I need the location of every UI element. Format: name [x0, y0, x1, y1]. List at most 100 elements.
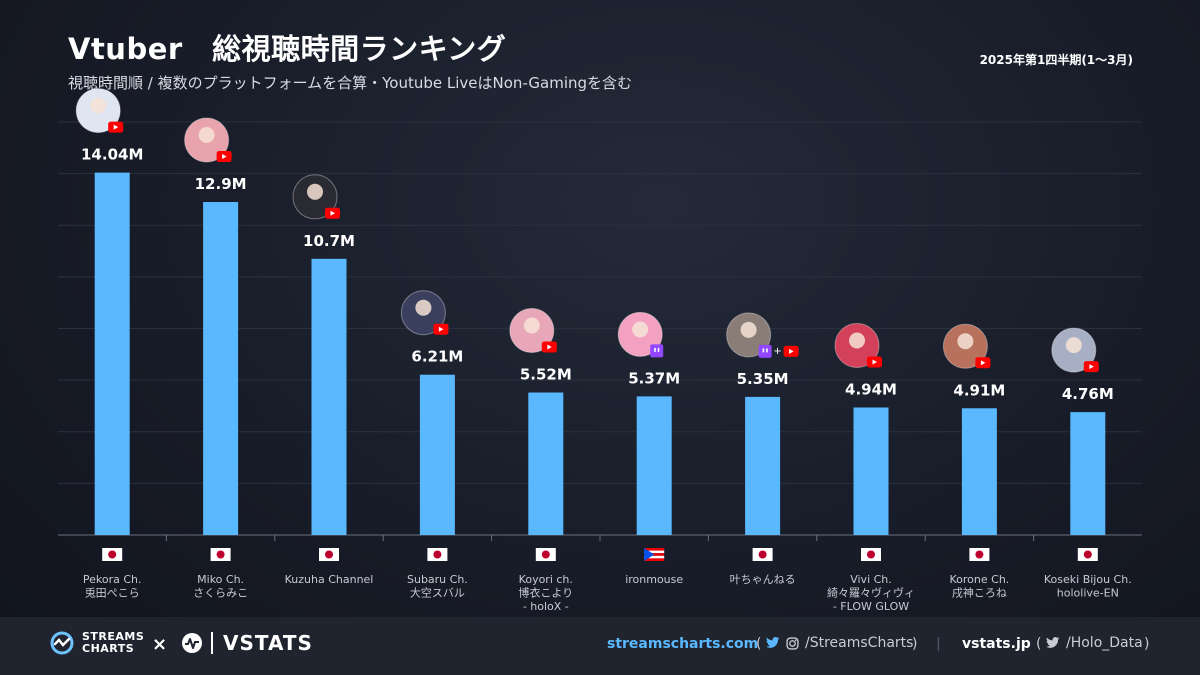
vstats-link[interactable]: vstats.jp	[962, 636, 1031, 652]
vstats-logo-text: VSTATS	[223, 631, 313, 655]
category-label: 博衣こより	[518, 586, 573, 600]
twitch-mark	[762, 348, 765, 353]
category-label: 大空スバル	[410, 586, 465, 600]
category-label: さくらみこ	[193, 587, 248, 600]
bar	[961, 408, 997, 535]
streamscharts-handle: /StreamsCharts	[805, 635, 914, 651]
avatar	[292, 174, 338, 220]
paren-close-1: )	[912, 636, 918, 652]
category-label: Subaru Ch.	[407, 573, 468, 586]
period-label: 2025年第1四半期(1～3月)	[979, 53, 1133, 67]
category-label: Koseki Bijou Ch.	[1044, 573, 1132, 586]
flag-disc	[1083, 550, 1092, 559]
vstats-social[interactable]: /Holo_Data	[1046, 635, 1143, 651]
avatar	[509, 308, 555, 354]
avatar-face	[957, 333, 974, 350]
twitter-icon	[1046, 637, 1060, 648]
data-label: 4.91M	[953, 381, 1005, 399]
puerto-rico-flag-icon	[644, 548, 665, 561]
youtube-play	[113, 124, 119, 130]
flag-disc	[108, 550, 117, 559]
bar-chart: 14.04M Pekora Ch.兎田ぺこら 12.9M Miko Ch.さくらみこ 1…	[58, 88, 1142, 613]
data-label: 5.37M	[628, 369, 680, 387]
twitch-icon	[650, 344, 664, 358]
avatar	[942, 323, 988, 369]
category-label: Korone Ch.	[950, 573, 1010, 586]
category-label: hololive-EN	[1057, 587, 1119, 600]
category-label: Pekora Ch.	[83, 573, 142, 586]
category-label: - FLOW GLOW	[833, 600, 909, 613]
category-label: Kuzuha Channel	[285, 573, 374, 586]
youtube-play	[438, 326, 444, 332]
youtube-play	[222, 154, 227, 160]
streamscharts-social[interactable]: /StreamsCharts	[766, 635, 913, 651]
flag-disc	[433, 550, 442, 559]
category-label: 綺々羅々ヴィヴィ	[827, 586, 915, 600]
twitch-icon	[758, 344, 772, 358]
avatar-face	[198, 127, 215, 144]
bar	[745, 396, 781, 535]
times-sign: ×	[152, 634, 168, 655]
bar	[203, 202, 239, 536]
category-label: Miko Ch.	[197, 573, 244, 586]
youtube-play	[789, 348, 794, 354]
data-label: 10.7M	[303, 232, 355, 250]
flag-disc	[216, 550, 225, 559]
flag-disc	[867, 550, 875, 559]
footer: STREAMS CHARTS × VSTATS streamscharts.co…	[0, 617, 1200, 675]
category-label: ironmouse	[625, 573, 683, 586]
flag-disc	[758, 550, 767, 559]
category-label: 戌神ころね	[952, 586, 1007, 600]
vstats-handle: /Holo_Data	[1066, 635, 1143, 651]
category-label: Koyori ch.	[519, 573, 573, 586]
flag-stripe	[644, 550, 665, 554]
vstats-icon	[182, 633, 202, 653]
page-title: Vtuber 総視聴時間ランキング	[68, 32, 507, 66]
paren-open-2: (	[1036, 636, 1042, 652]
bar	[853, 407, 889, 535]
data-label: 6.21M	[411, 348, 463, 366]
category-label: 兎田ぺこら	[85, 587, 140, 600]
category-label: 叶ちゃんねる	[730, 573, 796, 586]
avatar-face	[523, 317, 540, 334]
streamscharts-logo-text: STREAMS CHARTS	[82, 630, 145, 655]
footer-divider: |	[936, 636, 941, 652]
streamscharts-link[interactable]: streamscharts.com	[607, 636, 759, 652]
twitch-mark	[654, 347, 656, 352]
streamscharts-logo: STREAMS CHARTS	[50, 631, 144, 655]
avatar-face	[90, 97, 107, 114]
flag-stripe	[644, 558, 665, 561]
data-label: 12.9M	[195, 175, 247, 193]
avatar	[400, 290, 446, 336]
plus-sign: +	[773, 346, 781, 357]
vstats-logo: VSTATS	[181, 631, 313, 655]
avatar	[75, 88, 121, 134]
bar	[94, 172, 130, 535]
avatar	[1051, 327, 1097, 373]
bar	[419, 374, 455, 535]
vstats-divider	[211, 632, 213, 654]
avatar-face	[415, 299, 432, 316]
avatar-face	[849, 332, 865, 349]
data-label: 4.76M	[1062, 385, 1114, 403]
bar	[1070, 412, 1106, 535]
youtube-play	[547, 344, 552, 350]
data-label: 5.35M	[737, 370, 789, 388]
avatar	[184, 117, 230, 163]
category-label: Vivi Ch.	[850, 573, 892, 586]
bar	[311, 258, 347, 535]
flag-disc	[325, 550, 333, 559]
category-label: - holoX -	[523, 600, 569, 613]
page-subtitle: 視聴時間順 / 複数のプラットフォームを合算・Youtube LiveはNon-…	[68, 74, 633, 92]
flag-triangle	[644, 548, 655, 561]
twitch-mark	[766, 348, 768, 353]
avatar-face	[632, 321, 649, 338]
bar	[636, 396, 672, 535]
avatar-face	[307, 183, 323, 200]
flag-stripe	[644, 555, 665, 559]
instagram-icon	[786, 636, 799, 650]
youtube-play	[872, 359, 877, 365]
twitch-mark	[657, 347, 660, 352]
paren-open-1: (	[756, 636, 762, 652]
